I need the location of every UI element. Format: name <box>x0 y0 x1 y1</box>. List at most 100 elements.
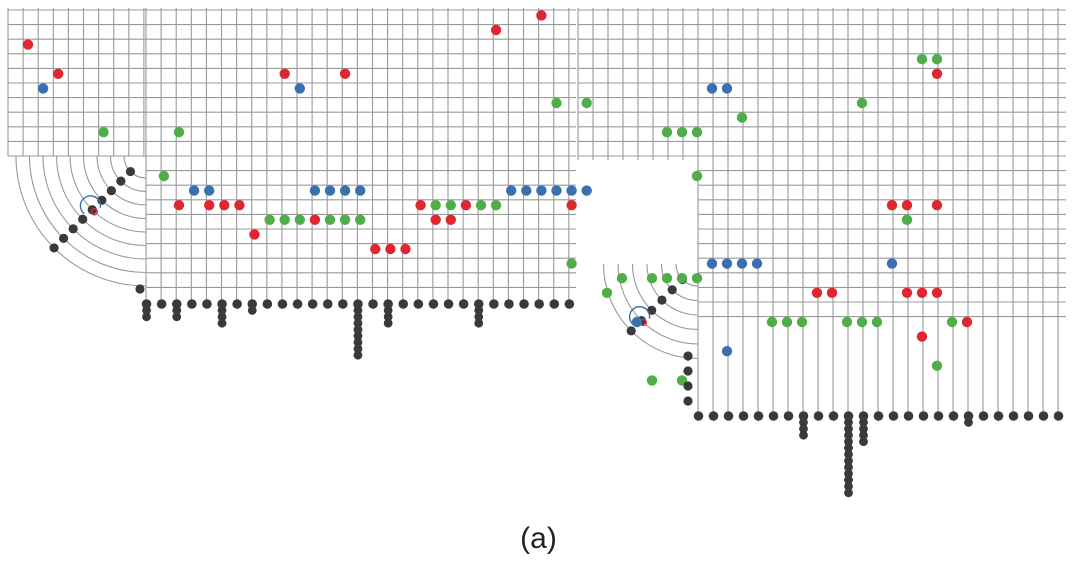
data-dot-blue <box>521 185 532 196</box>
data-dot-blue <box>309 185 321 196</box>
stack-dot <box>859 424 868 434</box>
data-dot-green <box>98 127 109 138</box>
stack-dot <box>142 306 151 315</box>
data-dot-green <box>871 316 883 328</box>
bottom-dot <box>858 411 869 421</box>
bottom-dot <box>948 411 959 421</box>
data-dot-red <box>219 200 230 211</box>
stack-dot <box>353 312 363 322</box>
data-dot-green <box>856 97 868 109</box>
bottom-dot <box>738 411 749 421</box>
stack-dot <box>799 430 808 440</box>
stack-dot <box>383 306 393 315</box>
stack-dot <box>844 456 853 466</box>
bottom-dot <box>202 299 212 309</box>
diagonal-dot <box>657 295 667 305</box>
bottom-dot <box>413 299 424 309</box>
bottom-dot <box>1038 411 1049 421</box>
data-dot-green <box>781 316 793 328</box>
stack-dot <box>844 475 853 485</box>
diagonal-dot <box>78 214 88 224</box>
bottom-dot <box>473 299 484 309</box>
data-dot-red <box>445 214 456 225</box>
bottom-dot <box>753 411 764 421</box>
data-dot-red <box>826 287 838 298</box>
data-dot-blue <box>721 258 733 269</box>
data-dot-red <box>536 10 547 21</box>
stack-dot <box>844 450 853 459</box>
bottom-dot <box>708 411 719 421</box>
data-dot-blue <box>736 258 748 269</box>
data-dot-blue <box>581 185 592 196</box>
stack-dot <box>474 306 484 315</box>
bottom-dot <box>693 411 704 421</box>
data-dot-red <box>901 200 913 211</box>
data-dot-blue <box>506 185 517 196</box>
data-dot-green <box>901 214 913 225</box>
data-dot-green <box>946 316 958 328</box>
spiral-center <box>90 208 98 216</box>
data-dot-red <box>931 200 943 211</box>
data-dot-blue <box>536 185 547 196</box>
stack-dot <box>799 418 808 427</box>
data-dot-red <box>886 200 898 211</box>
diagonal-dot <box>667 285 677 295</box>
stack-dot <box>859 437 868 446</box>
data-dot-green <box>490 200 502 211</box>
bottom-dot <box>1053 411 1064 421</box>
data-dot-red <box>279 68 290 80</box>
bottom-dot <box>534 299 544 309</box>
bottom-dot <box>519 299 529 309</box>
diagonal-dot <box>106 186 116 196</box>
bottom-dot <box>156 299 167 309</box>
bottom-dot <box>768 411 779 421</box>
bottom-dot <box>398 299 409 309</box>
data-dot-green <box>931 54 943 65</box>
data-dot-red <box>811 287 823 298</box>
bottom-dot <box>813 411 824 421</box>
stack-dot <box>217 318 227 328</box>
diagonal-dot <box>68 224 78 234</box>
stack-dot <box>353 318 363 328</box>
data-dot-blue <box>355 185 366 196</box>
diagonal-dot <box>59 233 69 243</box>
spiral-marker <box>79 195 102 215</box>
data-dot-red <box>931 68 943 80</box>
side-dot <box>683 366 693 376</box>
data-dot-green <box>339 214 351 225</box>
stack-dot <box>964 418 973 427</box>
bottom-dot <box>322 299 333 309</box>
bottom-dot <box>798 411 809 421</box>
bottom-dot <box>141 299 152 309</box>
bottom-dot <box>888 411 899 421</box>
data-dot-green <box>601 287 613 298</box>
stack-dot <box>247 306 257 315</box>
bottom-dot <box>338 299 348 309</box>
data-dot-red <box>53 68 64 80</box>
bottom-dot <box>428 299 439 309</box>
data-dot-blue <box>37 83 49 94</box>
data-dot-green <box>158 170 170 182</box>
stack-dot <box>353 344 363 354</box>
bottom-dot <box>933 411 944 421</box>
bottom-dot <box>458 299 469 309</box>
stack-dot <box>799 424 808 434</box>
data-dot-green <box>294 214 305 225</box>
stack-dot <box>474 318 484 328</box>
bottom-dot <box>292 299 303 309</box>
data-dot-green <box>445 200 456 211</box>
stack-dot <box>844 418 853 427</box>
stack-dot <box>353 306 363 315</box>
stack-dot <box>217 312 227 322</box>
side-dot <box>683 381 693 391</box>
data-dot-blue <box>721 346 733 357</box>
data-dot-red <box>385 243 396 255</box>
data-dot-green <box>691 273 703 284</box>
data-dot-red <box>961 316 973 328</box>
data-dot-red <box>415 200 426 211</box>
stack-dot <box>353 325 363 334</box>
data-dot-green <box>279 214 290 225</box>
data-dot-green <box>796 316 808 328</box>
data-dot-blue <box>188 185 200 196</box>
stack-dot <box>353 331 363 341</box>
